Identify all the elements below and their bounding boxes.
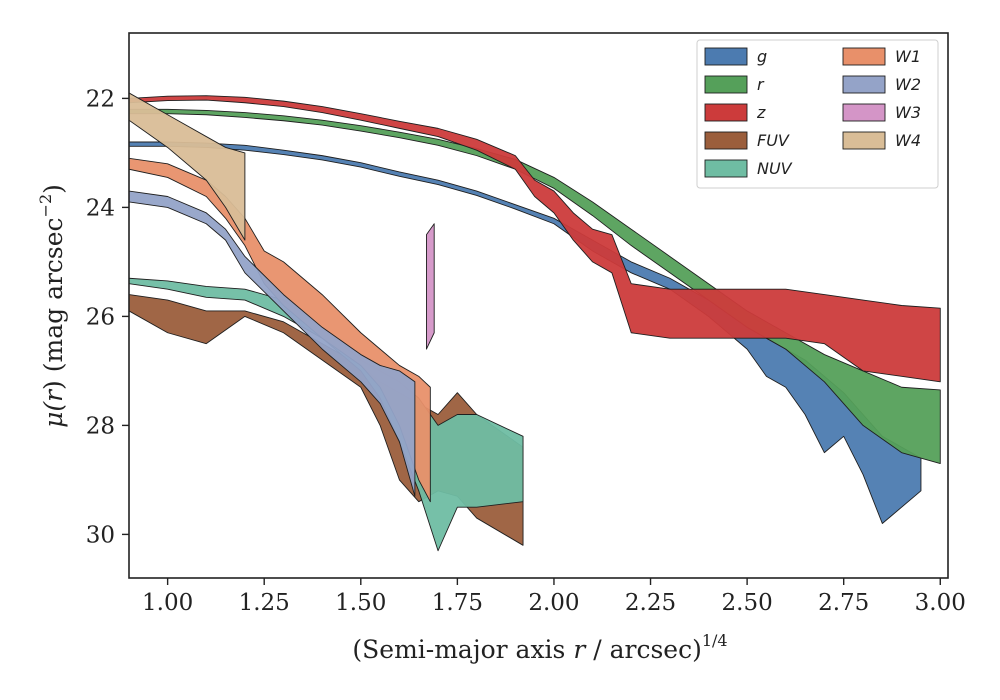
series-band-z (129, 95, 941, 383)
x-tick-label: 2.25 (625, 590, 676, 616)
y-axis: 22 24 26 28 30 (86, 86, 129, 548)
legend-label-w1: W1 (895, 47, 921, 66)
y-tick-label: 28 (86, 413, 115, 439)
y-tick-label: 30 (86, 522, 115, 548)
y-axis-label: μ(r) (mag arcsec−2) (36, 184, 68, 428)
legend-swatch-g (704, 47, 748, 66)
series-band-w2 (129, 190, 416, 497)
y-tick-label: 24 (86, 195, 115, 221)
series-band-w3 (426, 223, 435, 350)
legend-label-nuv: NUV (757, 159, 793, 178)
legend-swatch-w2 (842, 75, 886, 94)
series-areas (129, 92, 941, 552)
plot-frame (128, 32, 949, 579)
legend-label-w3: W3 (895, 103, 921, 122)
legend-swatch-r (704, 75, 748, 94)
legend-swatch-z (704, 103, 748, 122)
legend-swatch-fuv (704, 131, 748, 150)
series-band-r (129, 108, 941, 464)
x-axis: 1.00 1.25 1.50 1.75 2.00 2.25 2.50 2.75 3.00 (142, 578, 966, 616)
legend-label-g: g (757, 47, 767, 66)
x-tick-label: 1.50 (335, 590, 386, 616)
x-tick-label: 2.75 (818, 590, 869, 616)
legend-swatch-nuv (704, 159, 748, 178)
y-tick-label: 22 (86, 86, 115, 112)
legend-swatch-w4 (842, 131, 886, 150)
x-tick-label: 3.00 (915, 590, 966, 616)
y-tick-label: 26 (86, 304, 115, 330)
series-band-w4 (129, 92, 246, 241)
x-tick-label: 1.25 (239, 590, 290, 616)
x-tick-label: 1.75 (432, 590, 483, 616)
x-tick-label: 1.00 (142, 590, 193, 616)
x-tick-label: 2.50 (722, 590, 773, 616)
x-tick-label: 2.00 (528, 590, 579, 616)
legend: grz FUV NUV W1 W2 W3 W4 (696, 39, 939, 189)
legend-label-w4: W4 (895, 131, 921, 150)
series-band-g (129, 141, 922, 524)
legend-label-r: r (757, 75, 765, 94)
legend-label-z: z (756, 103, 766, 122)
series-band-w1 (129, 157, 431, 503)
x-axis-label: (Semi-major axis r / arcsec)1/4 (352, 631, 727, 664)
legend-label-fuv: FUV (757, 131, 790, 150)
legend-swatch-w1 (842, 47, 886, 66)
legend-swatch-w3 (842, 103, 886, 122)
legend-label-w2: W2 (895, 75, 921, 94)
